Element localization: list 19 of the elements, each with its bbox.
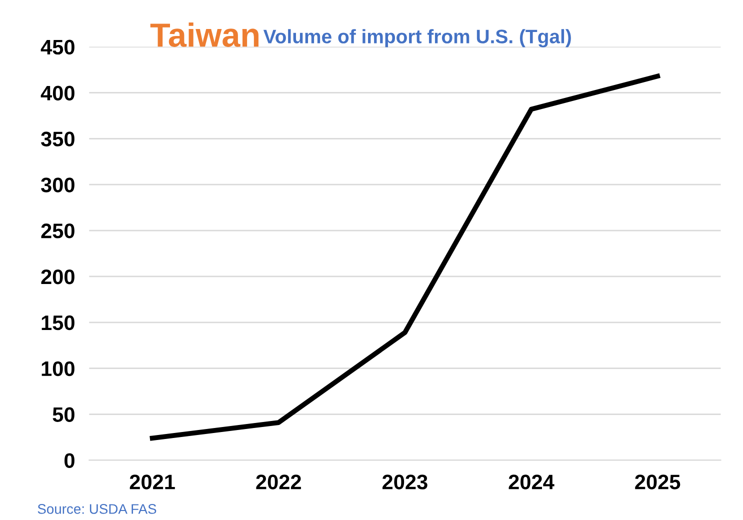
- y-tick-label: 450: [40, 40, 74, 55]
- y-tick-label: 250: [41, 224, 74, 238]
- x-tick-label: 2024: [508, 474, 554, 490]
- y-tick-label: 300: [40, 178, 74, 192]
- y-tick-label: 400: [40, 86, 74, 100]
- chart-title: Taiwan: [150, 22, 258, 47]
- x-tick-label: 2022: [256, 474, 301, 490]
- y-tick-label: 0: [64, 453, 74, 468]
- y-tick-label: 100: [42, 361, 74, 376]
- chart-subtitle: Volume of import from U.S. (Tgal): [263, 29, 571, 48]
- x-tick-label: 2023: [382, 474, 428, 490]
- y-tick-label: 50: [52, 407, 74, 422]
- x-tick-label: 2025: [635, 474, 680, 490]
- x-tick-label: 2021: [130, 474, 175, 490]
- y-tick-label: 150: [42, 315, 74, 330]
- source-note: Source: USDA FAS: [38, 504, 156, 514]
- line-series: [150, 74, 660, 441]
- y-tick-label: 200: [41, 269, 74, 284]
- y-tick-label: 350: [40, 132, 74, 146]
